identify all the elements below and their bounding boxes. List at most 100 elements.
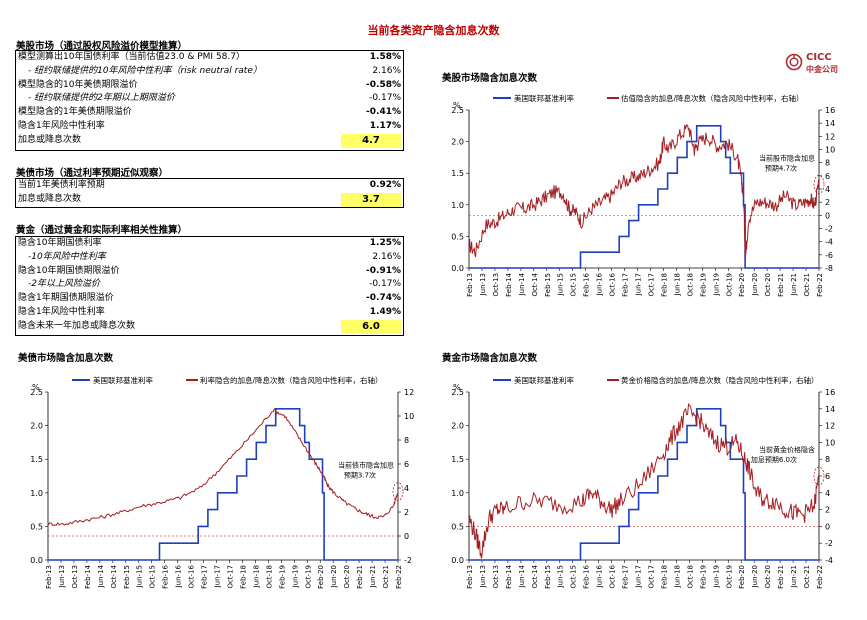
x-tick-label: Feb-13 — [45, 565, 53, 589]
right-tick-label: 8 — [825, 455, 830, 464]
x-tick-label: Jun-14 — [518, 564, 526, 588]
left-tick-label: 0.5 — [30, 522, 43, 531]
table-row: 隐含10年期国债利率 1.25% — [16, 237, 403, 251]
row-value: -0.41% — [366, 107, 401, 118]
x-tick-label: Feb-22 — [816, 565, 824, 589]
x-tick-label: Oct-15 — [149, 565, 157, 589]
row-value: -0.17% — [369, 93, 401, 104]
x-tick-label: Oct-16 — [188, 564, 196, 588]
legend: 美国联邦基准利率 估值隐含的加息/降息次数（隐含风险中性利率，右轴） — [493, 93, 804, 103]
right-tick-label: 4 — [404, 484, 409, 493]
right-tick-label: 8 — [825, 159, 830, 168]
x-tick-label: Feb-19 — [278, 565, 286, 589]
left-tick-label: 0.0 — [451, 556, 464, 565]
legend: 美国联邦基准利率 黄金价格隐含的加息/降息次数（隐含风险中性利率，右轴） — [493, 375, 819, 385]
x-tick-label: Jun-19 — [712, 565, 720, 588]
x-tick-label: Jun-21 — [790, 565, 798, 588]
x-tick-label: Feb-19 — [699, 273, 707, 297]
table-3-title: 黄金（通过黄金和实际利率相关性推算） — [16, 225, 188, 236]
table-row: 隐含1年风险中性利率 1.17% — [16, 120, 403, 134]
right-tick-label: 10 — [825, 438, 835, 447]
row-value: 6.0 — [341, 319, 401, 334]
x-tick-label: Oct-20 — [764, 273, 772, 297]
x-tick-label: Oct-13 — [492, 565, 500, 589]
x-tick-label: Jun-18 — [252, 565, 260, 588]
gold-table: 隐含10年期国债利率 1.25% -10年风险中性利率 2.16% 隐含10年期国债期限… — [15, 236, 404, 336]
right-tick-label: 2 — [825, 506, 830, 515]
row-label: - 纽约联储提供的2年期以上期限溢价 — [28, 93, 175, 104]
x-tick-label: Jun-20 — [330, 565, 338, 588]
row-value: 3.7 — [341, 192, 401, 207]
legend-label: 美国联邦基准利率 — [93, 375, 153, 385]
fed-funds-rate-line — [469, 407, 819, 561]
table-row: 加息或降息次数 4.7 — [16, 133, 403, 148]
annotation-text: 当前黄金价格隐含 — [759, 445, 815, 454]
x-tick-label: Jun-19 — [712, 273, 720, 296]
logo-mark-icon — [785, 53, 803, 71]
x-tick-label: Feb-17 — [201, 565, 209, 589]
x-tick-label: Oct-14 — [531, 564, 539, 588]
x-tick-label: Feb-13 — [466, 273, 474, 297]
x-tick-label: Jun-21 — [369, 565, 377, 588]
right-tick-label: 12 — [825, 422, 835, 431]
x-tick-label: Feb-18 — [660, 273, 668, 297]
x-tick-label: Oct-15 — [570, 565, 578, 589]
x-tick-label: Jun-17 — [635, 273, 643, 296]
x-tick-label: Oct-20 — [764, 565, 772, 589]
row-label: 模型隐含的1年美债期限溢价 — [18, 107, 132, 118]
left-tick-label: 2.0 — [30, 422, 43, 431]
annotation-text: 加息预期6.0次 — [751, 455, 797, 464]
x-tick-label: Oct-21 — [803, 565, 811, 589]
x-tick-label: Jun-17 — [635, 565, 643, 588]
x-tick-label: Oct-13 — [71, 565, 79, 589]
equity-table: 模型测算出10年国债利率（当前估值23.0 & PMI 58.7） 1.58% - … — [15, 50, 404, 151]
implied-hikes-line — [468, 124, 820, 259]
legend-label: 美国联邦基准利率 — [514, 375, 574, 385]
x-tick-label: Oct-20 — [343, 565, 351, 589]
table-row: 加息或降息次数 3.7 — [16, 192, 403, 207]
fed-funds-rate-line — [469, 124, 819, 269]
right-tick-label: -2 — [404, 556, 412, 565]
table-row: 当前1年美债利率预期 0.92% — [16, 179, 403, 193]
row-label: 加息或降息次数 — [18, 193, 82, 204]
right-tick-label: 0 — [825, 211, 830, 220]
implied-hikes-line — [47, 408, 399, 527]
x-tick-label: Feb-20 — [738, 565, 746, 589]
x-tick-label: Oct-17 — [647, 565, 655, 589]
x-tick-label: Oct-18 — [686, 565, 694, 589]
row-value: -0.17% — [369, 279, 401, 290]
logo-text: CICC — [806, 52, 832, 63]
right-tick-label: -2 — [825, 225, 833, 234]
right-tick-label: 8 — [404, 436, 409, 445]
right-tick-label: 0 — [404, 532, 409, 541]
row-value: 0.92% — [369, 180, 401, 190]
table-row: 隐含1年期国债期限溢价 -0.74% — [16, 292, 403, 306]
x-tick-label: Jun-21 — [790, 273, 798, 296]
row-value: 2.16% — [372, 65, 401, 76]
x-tick-label: Feb-18 — [239, 565, 247, 589]
right-tick-label: 10 — [404, 412, 414, 421]
left-unit-label: % — [32, 383, 40, 392]
x-tick-label: Feb-21 — [777, 273, 785, 297]
row-label: 隐含1年风险中性利率 — [18, 307, 105, 317]
x-tick-label: Jun-14 — [518, 272, 526, 296]
x-tick-label: Jun-20 — [751, 273, 759, 296]
right-tick-label: 2 — [825, 198, 830, 207]
table-row: 模型隐含的1年美债期限溢价 -0.41% — [16, 106, 403, 120]
annotation-circle — [813, 466, 825, 486]
right-tick-label: 10 — [825, 146, 835, 155]
fed-funds-rate-line — [48, 407, 398, 561]
x-tick-label: Oct-16 — [609, 564, 617, 588]
x-tick-label: Feb-16 — [162, 564, 170, 588]
left-tick-label: 2.5 — [30, 388, 43, 397]
x-tick-label: Jun-13 — [479, 565, 487, 588]
row-label: 隐含1年期国债期限溢价 — [18, 293, 114, 304]
left-tick-label: 0.0 — [30, 556, 43, 565]
x-tick-label: Oct-13 — [492, 273, 500, 297]
left-tick-label: 2.5 — [451, 106, 464, 115]
x-tick-label: Feb-20 — [738, 273, 746, 297]
left-tick-label: 1.5 — [451, 455, 464, 464]
right-tick-label: 6 — [404, 460, 409, 469]
right-tick-label: 4 — [825, 489, 830, 498]
chart-2-title: 美债市场隐含加息次数 — [18, 353, 114, 364]
